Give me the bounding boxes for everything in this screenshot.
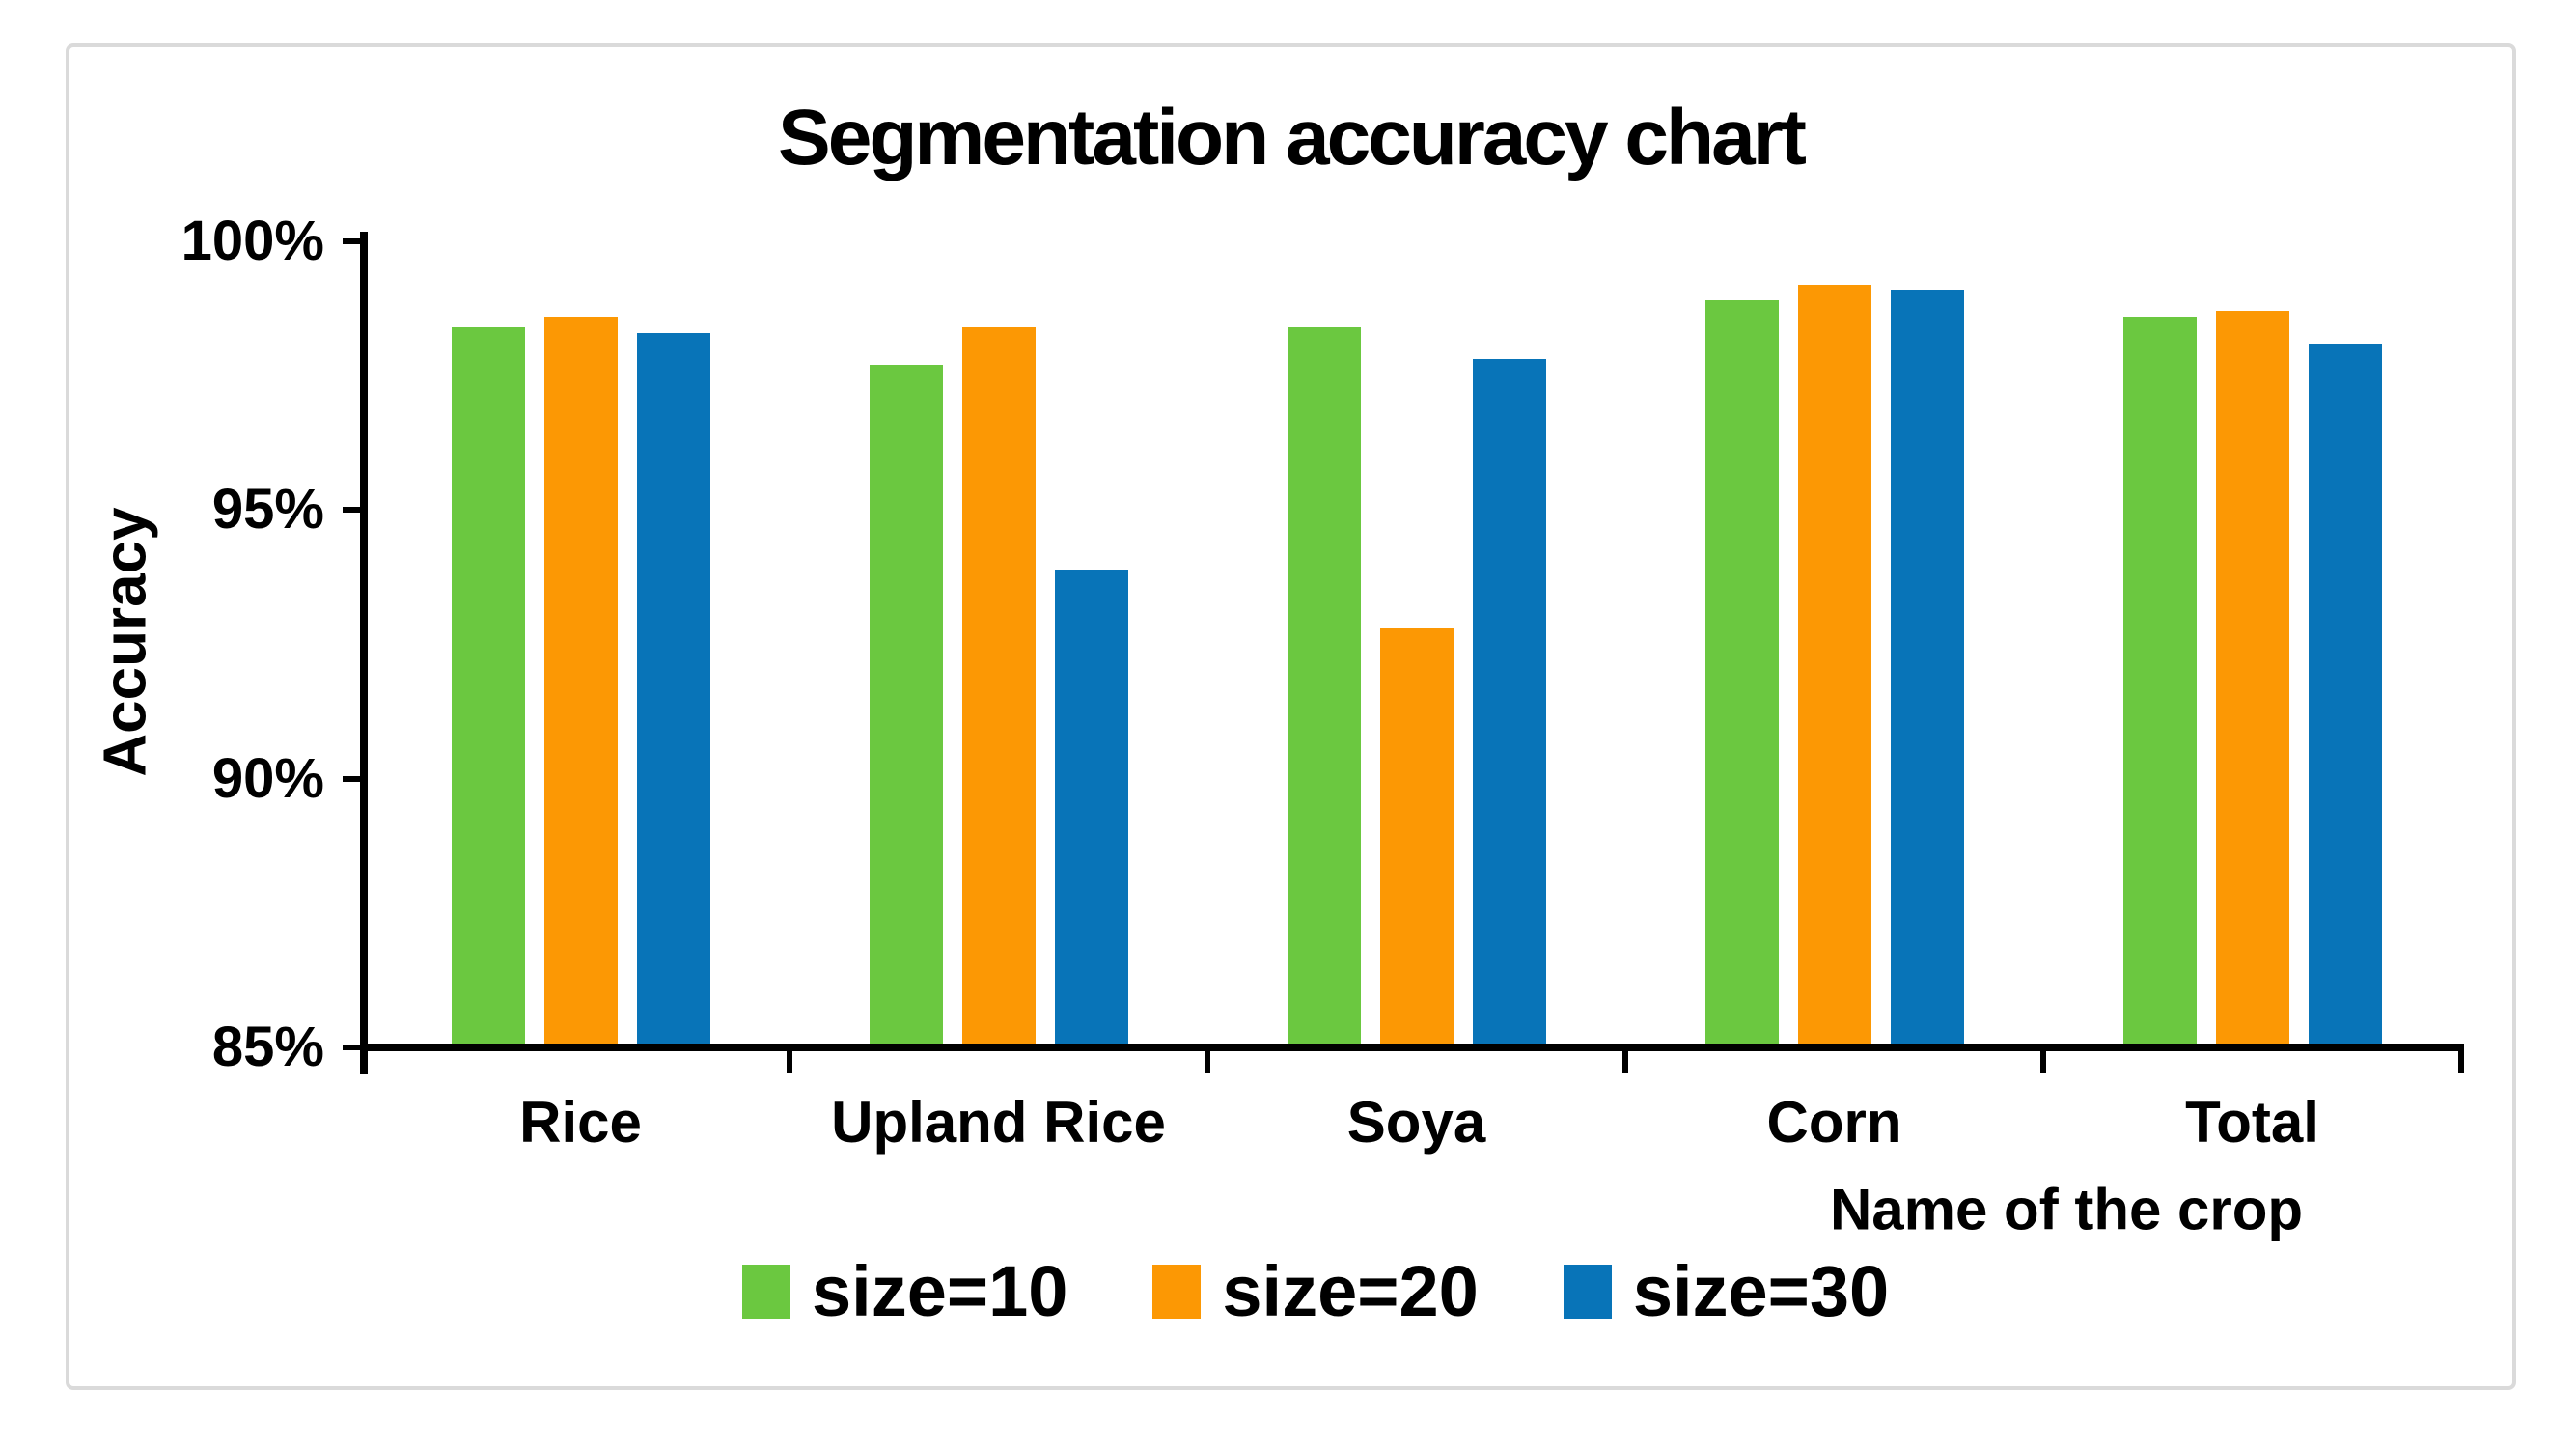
bar-size=10-Rice [451,327,525,1047]
legend-item-size=10: size=10 [742,1251,1067,1332]
bar-size=30-Total [2308,343,2382,1047]
bar-size=10-Corn [1704,300,1779,1047]
category-label-corn: Corn [1766,1090,1902,1155]
legend: size=10 size=20 size=30 [742,1251,1889,1332]
x-tick-mark [1205,1051,1210,1073]
y-tick-mark [343,507,368,514]
legend-label: size=10 [812,1251,1068,1331]
category-label-upland-rice: Upland Rice [831,1090,1166,1155]
bar-size=10-Soya [1287,327,1361,1047]
bar-size=20-Soya [1379,627,1454,1047]
bar-group [1625,241,2043,1047]
y-tick-mark [343,1045,368,1050]
legend-item-size=20: size=20 [1152,1251,1479,1332]
bar-size=20-Total [2215,311,2289,1047]
category-label-rice: Rice [519,1090,642,1155]
y-axis-line [360,232,368,1074]
bar-size=20-Corn [1797,284,1871,1047]
y-tick-label: 90% [211,746,324,810]
y-tick-label: 85% [211,1016,324,1078]
category-label-soya: Soya [1346,1090,1486,1155]
bar-group [372,241,789,1047]
bar-group [1207,241,1625,1047]
chart-title: Segmentation accuracy chart [778,94,1807,181]
legend-item-size=30: size=30 [1563,1251,1890,1332]
bar-size=30-Rice [636,332,710,1047]
legend-label: size=20 [1222,1251,1479,1331]
y-tick-mark [343,238,368,244]
bar-size=30-Corn [1890,290,1964,1047]
bar-size=10-Upland Rice [869,365,943,1047]
legend-label: size=30 [1632,1251,1890,1331]
y-tick-label: 95% [211,478,324,542]
bar-size=20-Upland Rice [961,327,1036,1047]
bar-group [789,241,1207,1047]
x-tick-mark [787,1051,792,1073]
x-tick-mark [1622,1051,1628,1073]
legend-swatch-size=10 [742,1265,790,1319]
y-tick-mark [343,775,368,782]
bar-size=10-Total [2122,316,2197,1047]
plot-area [372,241,2461,1047]
y-tick-label: 100% [180,209,324,272]
category-label-total: Total [2185,1090,2319,1155]
bar-size=30-Soya [1472,359,1546,1047]
y-axis-title: Accuracy [92,507,159,777]
x-tick-mark [2458,1051,2464,1073]
x-axis-line [360,1044,2464,1051]
bar-size=30-Upland Rice [1054,569,1128,1047]
legend-swatch-size=30 [1563,1265,1612,1319]
legend-swatch-size=20 [1152,1265,1202,1319]
bar-group [2043,241,2461,1047]
x-axis-title: Name of the crop [1829,1177,2304,1242]
bar-size=20-Rice [543,316,618,1047]
x-tick-mark [2040,1051,2046,1073]
